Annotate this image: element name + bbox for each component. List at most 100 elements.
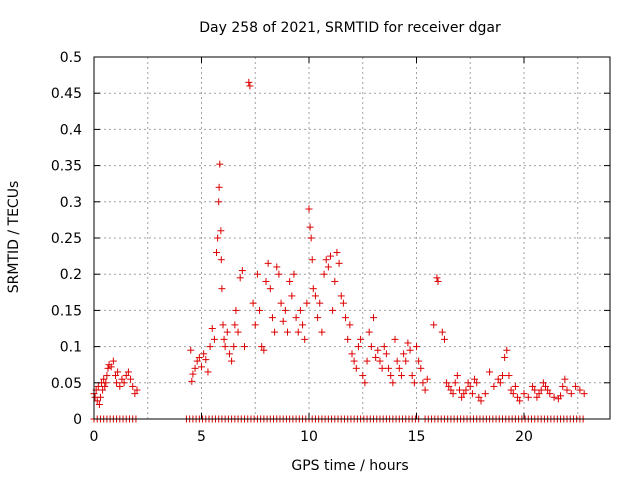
data-point	[404, 339, 412, 347]
data-point	[107, 363, 115, 371]
data-point	[357, 335, 365, 343]
data-point	[127, 375, 135, 383]
data-point	[281, 306, 289, 314]
data-point	[413, 343, 420, 351]
data-point	[501, 353, 509, 361]
data-point	[395, 364, 403, 372]
data-point	[576, 386, 584, 394]
data-point	[440, 335, 448, 343]
data-point	[120, 379, 128, 387]
data-point	[288, 292, 296, 300]
y-tick-label: 0	[73, 412, 82, 428]
data-point	[230, 343, 238, 351]
data-point	[241, 343, 248, 351]
data-point	[268, 314, 276, 322]
data-point	[219, 321, 227, 329]
data-point	[116, 382, 124, 390]
data-point	[238, 267, 246, 275]
data-point	[95, 401, 103, 409]
data-point	[408, 372, 416, 380]
data-point	[251, 321, 259, 329]
data-point	[131, 390, 139, 398]
data-point	[118, 375, 126, 383]
data-point	[537, 386, 545, 394]
data-point	[486, 368, 494, 376]
data-point	[361, 379, 369, 387]
data-point	[296, 306, 304, 314]
data-point	[406, 346, 414, 354]
data-point	[279, 317, 287, 325]
data-point	[393, 357, 401, 365]
data-point	[475, 393, 483, 401]
data-point	[499, 372, 506, 380]
data-point	[370, 314, 377, 322]
data-point	[213, 248, 221, 256]
data-point	[354, 343, 362, 351]
data-point	[433, 274, 441, 282]
data-point	[503, 346, 511, 354]
data-point	[316, 299, 324, 307]
data-point	[410, 379, 418, 387]
data-point	[490, 382, 498, 390]
data-point	[514, 393, 522, 401]
data-point	[456, 386, 463, 394]
data-point	[215, 198, 223, 206]
data-point	[314, 314, 322, 322]
data-point	[453, 372, 461, 380]
data-point	[195, 353, 203, 361]
data-point	[460, 390, 468, 398]
data-point	[348, 350, 356, 358]
data-point	[524, 393, 532, 401]
data-point	[516, 397, 524, 405]
data-point	[365, 328, 373, 336]
y-tick-label: 0.15	[51, 303, 82, 319]
data-point	[225, 350, 233, 358]
data-point	[359, 372, 367, 380]
data-point	[275, 270, 283, 278]
grid-lines	[94, 57, 610, 419]
data-point	[193, 357, 201, 365]
data-point	[124, 368, 132, 376]
data-point	[434, 277, 442, 285]
data-point	[363, 357, 371, 365]
data-point	[352, 364, 360, 372]
data-point	[200, 350, 208, 358]
data-point	[505, 372, 513, 380]
data-point	[350, 357, 358, 365]
data-point	[447, 386, 455, 394]
data-point	[114, 368, 122, 376]
data-point	[258, 343, 266, 351]
data-point	[109, 357, 117, 365]
data-point	[533, 393, 541, 401]
x-tick-label: 10	[300, 429, 318, 445]
data-point	[511, 382, 519, 390]
data-point	[324, 263, 332, 271]
y-tick-label: 0.45	[51, 86, 82, 102]
data-point	[387, 372, 395, 380]
data-point	[563, 386, 571, 394]
y-tick-label: 0.3	[60, 195, 82, 211]
data-point	[550, 393, 558, 401]
y-tick-label: 0.1	[60, 340, 82, 356]
data-point	[122, 372, 130, 380]
x-tick-label: 0	[90, 429, 99, 445]
data-point	[329, 306, 337, 314]
data-point	[100, 375, 108, 383]
data-point	[202, 356, 210, 364]
data-point	[103, 372, 111, 380]
data-point	[415, 357, 423, 365]
data-point	[542, 382, 549, 390]
data-point	[129, 382, 137, 390]
data-point	[96, 393, 104, 401]
y-axis-title: SRMTID / TECUs	[6, 181, 22, 294]
data-point	[249, 299, 257, 307]
data-point	[402, 357, 410, 365]
data-point	[438, 328, 446, 336]
data-point	[99, 386, 107, 394]
data-point	[113, 379, 121, 387]
data-point	[529, 382, 537, 390]
data-point	[346, 321, 354, 329]
data-point	[236, 274, 244, 282]
data-point	[206, 343, 214, 351]
